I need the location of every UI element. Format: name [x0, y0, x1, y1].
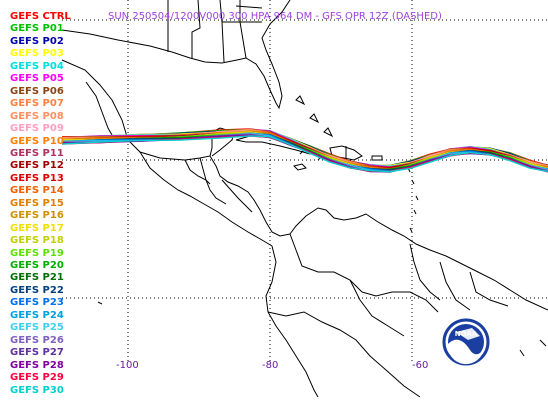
bottom-margin — [0, 397, 548, 412]
ensemble-contours — [61, 128, 548, 173]
lon-tick-label: -60 — [412, 360, 429, 371]
legend-item: GEFS P27 — [10, 347, 64, 359]
legend-item: GEFS P09 — [10, 123, 64, 135]
noaa-logo-text: NOAA — [455, 330, 478, 338]
legend-item: GEFS P16 — [10, 210, 64, 222]
legend-item: GEFS P25 — [10, 322, 64, 334]
legend: GEFS CTRL GEFS P01 GEFS P02 GEFS P03 GEFS P0… — [0, 0, 71, 396]
legend-item: GEFS P12 — [10, 160, 64, 172]
legend-item: GEFS P03 — [10, 48, 64, 60]
legend-item: GEFS P10 — [10, 135, 64, 147]
chart-title: SUN 250504/1200V000 300 HPA 964 DM - GFS… — [108, 11, 442, 22]
legend-item: GEFS P20 — [10, 260, 64, 271]
lon-tick-label: -80 — [262, 360, 279, 371]
legend-item: GEFS P07 — [10, 98, 64, 110]
legend-item: GEFS CTRL — [10, 11, 71, 22]
lon-tick-label: -100 — [116, 360, 139, 371]
legend-item: GEFS P28 — [10, 359, 64, 371]
legend-item: GEFS P29 — [10, 372, 64, 384]
noaa-logo: * NOAA — [442, 318, 490, 366]
legend-item: GEFS P22 — [10, 284, 64, 296]
legend-item: GEFS P18 — [10, 235, 64, 247]
legend-item: GEFS P14 — [10, 185, 64, 197]
legend-item: GEFS P21 — [10, 272, 64, 284]
legend-item: GEFS P17 — [10, 222, 64, 234]
graticule — [62, 0, 548, 362]
legend-item: GEFS P02 — [10, 35, 64, 47]
noaa-logo-ring-text: * — [465, 318, 468, 324]
legend-item: GEFS P04 — [10, 60, 64, 72]
legend-item: GEFS P26 — [10, 334, 64, 346]
legend-item: GEFS P30 — [10, 384, 64, 396]
legend-item: GEFS P15 — [10, 197, 64, 209]
legend-item: GEFS P11 — [10, 147, 64, 159]
legend-item: GEFS P19 — [10, 247, 64, 259]
legend-item: GEFS P01 — [10, 23, 64, 35]
legend-item: GEFS P23 — [10, 297, 64, 309]
legend-item: GEFS P13 — [10, 172, 64, 184]
contour-line — [61, 135, 548, 173]
legend-item: GEFS P24 — [10, 309, 64, 321]
legend-item: GEFS P08 — [10, 110, 64, 122]
legend-item: GEFS P05 — [10, 73, 64, 85]
legend-item: GEFS P06 — [10, 85, 64, 97]
